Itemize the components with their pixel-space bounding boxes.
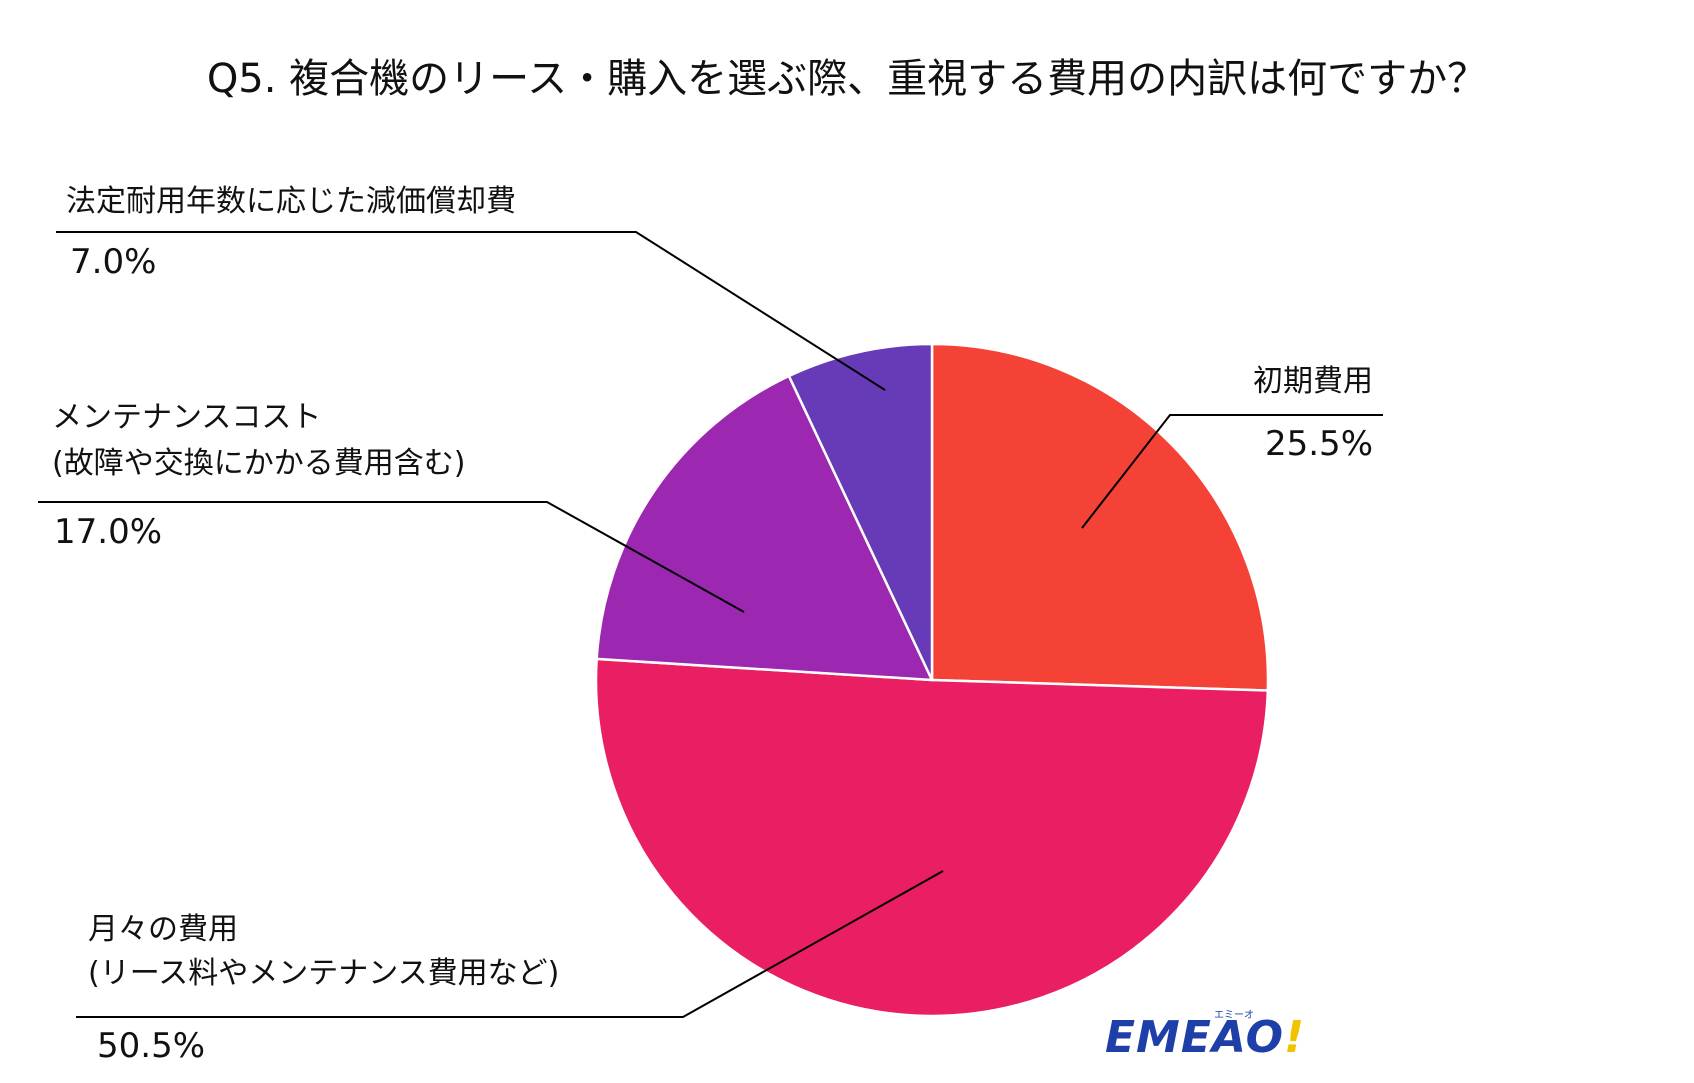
emeao-logo: EMEAO! — [1105, 1012, 1306, 1063]
slice-label-maintenance-line1: メンテナンスコスト — [52, 400, 322, 435]
leader-maintenance — [38, 501, 745, 613]
logo-subtext: エミーオ — [1214, 1010, 1254, 1021]
slice-label-monthly-cost-line2: (リース料やメンテナンス費用など) — [88, 956, 560, 991]
chart-title: Q5. 複合機のリース・購入を選ぶ際、重視する費用の内訳は何ですか？ — [206, 56, 1488, 102]
slice-depreciation — [787, 342, 934, 681]
leader-monthly-cost — [76, 870, 944, 1018]
slice-initial-cost — [930, 342, 1270, 692]
leader-depreciation — [56, 231, 886, 391]
slice-value-depreciation: 7.0% — [70, 242, 157, 282]
slice-label-initial-cost: 初期費用 — [1253, 364, 1373, 399]
slice-value-initial-cost: 25.5% — [1264, 424, 1373, 464]
slice-value-maintenance: 17.0% — [54, 512, 163, 552]
slice-label-depreciation: 法定耐用年数に応じた減価償却費 — [66, 184, 516, 219]
slice-monthly-cost — [594, 657, 1270, 1018]
slice-label-maintenance-line2: (故障や交換にかかる費用含む) — [52, 446, 466, 481]
slice-label-monthly-cost-line1: 月々の費用 — [88, 912, 238, 947]
leader-initial-cost — [1081, 414, 1383, 529]
slice-maintenance — [595, 374, 935, 682]
slice-value-monthly-cost: 50.5% — [97, 1026, 206, 1066]
